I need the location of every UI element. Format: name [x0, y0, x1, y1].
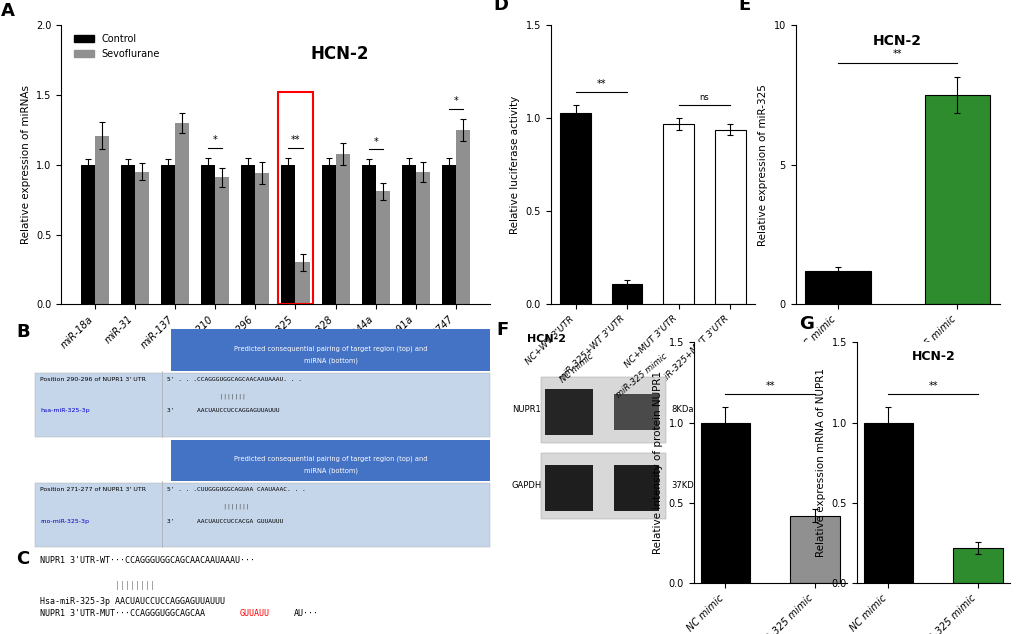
Text: NUPR1: NUPR1 — [512, 405, 540, 414]
Y-axis label: Relative intensity of protein NUPR1: Relative intensity of protein NUPR1 — [652, 372, 662, 554]
Bar — [700, 423, 749, 583]
Bar — [455, 130, 470, 304]
Text: E: E — [738, 0, 750, 14]
Bar — [863, 423, 912, 583]
Bar — [401, 165, 416, 304]
Text: **: ** — [927, 380, 937, 391]
Text: GUUAUU: GUUAUU — [239, 609, 269, 618]
Text: Position 271-277 of NUPR1 3' UTR: Position 271-277 of NUPR1 3' UTR — [40, 487, 146, 492]
Bar — [714, 129, 745, 304]
Bar — [362, 165, 375, 304]
Text: G: G — [798, 314, 813, 333]
FancyBboxPatch shape — [541, 377, 665, 443]
FancyBboxPatch shape — [541, 453, 665, 519]
Text: miRNA (bottom): miRNA (bottom) — [304, 468, 358, 474]
FancyBboxPatch shape — [36, 373, 490, 437]
Bar — [804, 271, 870, 304]
Text: 5' . . .CCAGGGUGGCAGCAACAAUAAAU. . .: 5' . . .CCAGGGUGGCAGCAACAAUAAAU. . . — [166, 377, 302, 382]
FancyBboxPatch shape — [36, 482, 490, 547]
Text: ns: ns — [699, 93, 708, 101]
FancyBboxPatch shape — [544, 389, 593, 435]
Bar — [278, 93, 313, 304]
Text: C: C — [16, 550, 30, 568]
Text: A: A — [1, 2, 15, 20]
Text: D: D — [493, 0, 508, 14]
Text: B: B — [16, 323, 31, 341]
Text: *: * — [373, 137, 378, 146]
Text: **: ** — [596, 79, 605, 89]
Text: *: * — [213, 135, 217, 145]
Bar — [135, 172, 149, 304]
Bar — [201, 165, 215, 304]
Text: Hsa-miR-325-3p AACUAUCCUCCAGGAGUUAUUU: Hsa-miR-325-3p AACUAUCCUCCAGGAGUUAUUU — [40, 597, 225, 607]
Text: 8KDa: 8KDa — [671, 405, 693, 414]
Bar — [242, 165, 255, 304]
Text: miRNA (bottom): miRNA (bottom) — [304, 358, 358, 364]
Bar — [296, 262, 309, 304]
Text: NC mimic: NC mimic — [558, 351, 595, 384]
Y-axis label: Relative luciferase activity: Relative luciferase activity — [510, 96, 520, 234]
Text: |||||||: ||||||| — [166, 503, 249, 509]
Text: HCN-2: HCN-2 — [911, 349, 954, 363]
Text: Predicted consequential pairing of target region (top) and: Predicted consequential pairing of targe… — [234, 346, 427, 352]
Text: GAPDH: GAPDH — [512, 481, 541, 490]
Bar — [790, 516, 839, 583]
Bar — [81, 165, 95, 304]
Bar — [215, 178, 229, 304]
Text: NUPR1 3'UTR-WT···CCAGGGUGGCAGCAACAAUAAAU···: NUPR1 3'UTR-WT···CCAGGGUGGCAGCAACAAUAAAU… — [40, 556, 255, 565]
FancyBboxPatch shape — [544, 465, 593, 511]
Text: HCN-2: HCN-2 — [527, 333, 566, 344]
FancyBboxPatch shape — [171, 439, 490, 481]
Text: miR-325 mimic: miR-325 mimic — [613, 351, 668, 399]
Text: HCN-2: HCN-2 — [872, 34, 921, 48]
Bar — [255, 173, 269, 304]
Text: Predicted consequential pairing of target region (top) and: Predicted consequential pairing of targe… — [234, 456, 427, 462]
Bar — [175, 123, 189, 304]
Bar — [441, 165, 455, 304]
Text: hsa-miR-325-3p: hsa-miR-325-3p — [40, 408, 90, 413]
FancyBboxPatch shape — [171, 329, 490, 371]
Bar — [120, 165, 135, 304]
Bar — [611, 284, 642, 304]
Text: ||||||||: |||||||| — [40, 581, 155, 590]
Text: rno-miR-325-3p: rno-miR-325-3p — [40, 519, 89, 524]
Y-axis label: Relative expression of miR-325: Relative expression of miR-325 — [757, 84, 767, 246]
Text: |||||||: ||||||| — [166, 393, 246, 399]
Bar — [335, 153, 350, 304]
FancyBboxPatch shape — [613, 465, 658, 511]
Text: 3'      AACUAUCCUCCAGGAGUUAUUU: 3' AACUAUCCUCCAGGAGUUAUUU — [166, 408, 279, 413]
Text: **: ** — [764, 380, 774, 391]
Text: F: F — [495, 321, 507, 339]
Bar — [953, 548, 1002, 583]
Text: 37KDa: 37KDa — [671, 481, 698, 490]
Bar — [923, 95, 989, 304]
Text: **: ** — [892, 49, 902, 59]
Bar — [662, 124, 693, 304]
Bar — [161, 165, 175, 304]
Bar — [375, 191, 389, 304]
Bar — [95, 136, 109, 304]
Y-axis label: Relative expression mRNA of NUPR1: Relative expression mRNA of NUPR1 — [815, 368, 825, 557]
Text: NUPR1 3'UTR-MUT···CCAGGGUGGCAGCAA: NUPR1 3'UTR-MUT···CCAGGGUGGCAGCAA — [40, 609, 205, 618]
Text: AU···: AU··· — [293, 609, 318, 618]
Y-axis label: Relative expression of miRNAs: Relative expression of miRNAs — [20, 86, 31, 244]
Bar — [559, 113, 590, 304]
Bar — [416, 172, 430, 304]
Text: *: * — [453, 96, 458, 107]
Bar — [281, 165, 296, 304]
FancyBboxPatch shape — [613, 394, 658, 430]
Text: Position 290-296 of NUPR1 3' UTR: Position 290-296 of NUPR1 3' UTR — [40, 377, 146, 382]
Text: **: ** — [290, 135, 300, 145]
Legend: Control, Sevoflurane: Control, Sevoflurane — [70, 30, 164, 63]
Text: 5' . . .CUUGGGUGGCAGUAA CAAUAAAC. . .: 5' . . .CUUGGGUGGCAGUAA CAAUAAAC. . . — [166, 487, 305, 492]
Bar — [321, 165, 335, 304]
Text: 3'      AACUAUCCUCCACGA GUUAUUU: 3' AACUAUCCUCCACGA GUUAUUU — [166, 519, 282, 524]
Text: HCN-2: HCN-2 — [310, 45, 369, 63]
